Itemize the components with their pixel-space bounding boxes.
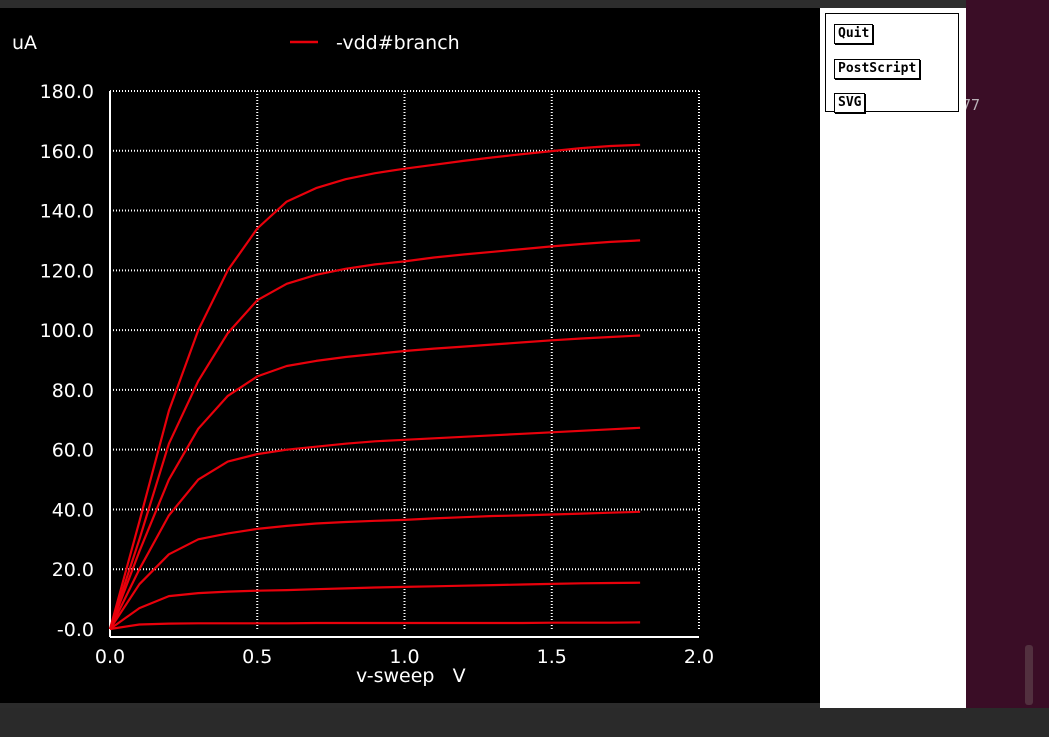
background-terminal <box>966 0 1049 708</box>
x-axis-label: v-sweep V <box>356 665 466 687</box>
y-tick-label: 100.0 <box>40 320 94 342</box>
y-tick-label: 60.0 <box>52 440 94 462</box>
y-axis-label: uA <box>12 32 37 54</box>
terminal-partial-text: 77 <box>962 96 981 114</box>
y-tick-label: 120.0 <box>40 260 94 282</box>
terminal-scrollbar[interactable] <box>1025 645 1033 705</box>
series-line-1 <box>109 621 641 631</box>
x-tick-label: 1.0 <box>389 646 419 668</box>
postscript-button[interactable]: PostScript <box>834 59 921 79</box>
y-tick-label: 140.0 <box>40 201 94 223</box>
window-bottom-strip <box>0 708 1049 737</box>
svg-button[interactable]: SVG <box>834 93 866 113</box>
x-tick-label: 1.5 <box>537 646 567 668</box>
series-line-2 <box>109 581 641 630</box>
axes <box>109 91 699 638</box>
x-tick-label: 0.0 <box>95 646 125 668</box>
x-tick-label: 2.0 <box>684 646 714 668</box>
series-lines <box>108 143 641 631</box>
legend: -vdd#branch <box>290 32 460 54</box>
side-panel <box>820 8 966 708</box>
tick-labels: 0.0 0.5 1.0 1.5 2.0 -0.0 20.0 40.0 60.0 80.0 100.0… <box>40 81 715 668</box>
y-tick-label: 40.0 <box>52 499 94 521</box>
series-line-7 <box>108 143 641 630</box>
quit-button[interactable]: Quit <box>834 24 874 44</box>
y-tick-label: 20.0 <box>52 559 94 581</box>
grid-lines <box>110 90 700 629</box>
plot-window: 0.0 0.5 1.0 1.5 2.0 -0.0 20.0 40.0 60.0 80.0 100.0… <box>0 8 820 703</box>
y-tick-label: 180.0 <box>40 81 94 103</box>
y-tick-label: 160.0 <box>40 141 94 163</box>
series-line-4 <box>109 426 641 630</box>
y-tick-label: 80.0 <box>52 380 94 402</box>
series-line-3 <box>109 510 641 630</box>
series-line-6 <box>108 239 641 630</box>
legend-label: -vdd#branch <box>336 32 460 54</box>
series-line-5 <box>108 334 641 630</box>
plot-canvas: 0.0 0.5 1.0 1.5 2.0 -0.0 20.0 40.0 60.0 80.0 100.0… <box>12 32 715 687</box>
y-tick-label: -0.0 <box>57 619 94 641</box>
window-top-strip <box>0 0 1049 8</box>
x-tick-label: 0.5 <box>242 646 272 668</box>
